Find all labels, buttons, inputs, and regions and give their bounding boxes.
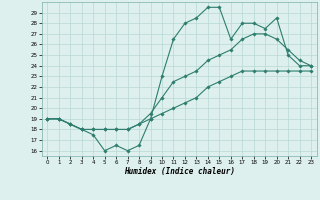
X-axis label: Humidex (Indice chaleur): Humidex (Indice chaleur) xyxy=(124,167,235,176)
